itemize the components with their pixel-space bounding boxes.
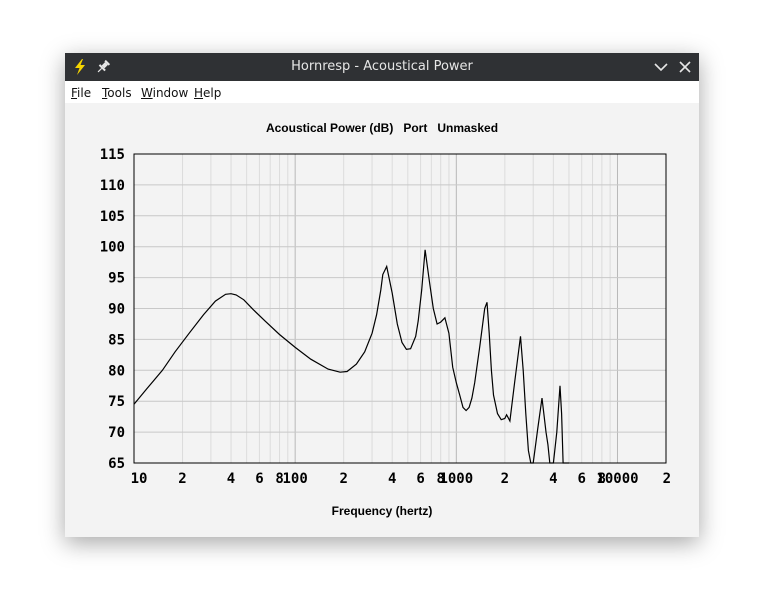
- x-tick-label: 2: [501, 471, 509, 487]
- x-tick-label: 2: [663, 471, 671, 487]
- x-tick-label: 1000: [439, 471, 473, 487]
- menu-tools[interactable]: Tools: [102, 86, 132, 100]
- pin-icon[interactable]: [94, 58, 112, 76]
- series-line: [133, 249, 569, 464]
- plot-frame: [133, 153, 667, 464]
- chevron-down-icon[interactable]: [652, 58, 670, 76]
- x-tick-label: 8: [436, 471, 444, 487]
- x-tick-label: 6: [416, 471, 424, 487]
- x-tick-label: 2: [339, 471, 347, 487]
- y-tick-label: 65: [108, 456, 125, 472]
- x-tick-label: 2: [178, 471, 186, 487]
- y-tick-label: 95: [108, 271, 125, 287]
- y-tick-label: 115: [100, 147, 125, 163]
- close-icon[interactable]: [676, 58, 694, 76]
- title-bar[interactable]: Hornresp - Acoustical Power: [65, 53, 699, 81]
- x-tick-label: 10: [131, 471, 148, 487]
- y-tick-label: 105: [100, 209, 125, 225]
- x-tick-label: 4: [388, 471, 396, 487]
- window-title: Hornresp - Acoustical Power: [291, 59, 473, 74]
- menu-window[interactable]: Window: [141, 86, 189, 100]
- y-tick-label: 70: [108, 425, 125, 441]
- y-tick-label: 80: [108, 363, 125, 379]
- menu-help[interactable]: Help: [194, 86, 222, 100]
- y-tick-label: 85: [108, 332, 125, 348]
- app-window: Hornresp - Acoustical Power File Tools W…: [65, 53, 699, 537]
- x-axis-label: Frequency (hertz): [332, 504, 433, 518]
- menu-file[interactable]: File: [71, 86, 92, 100]
- y-tick-label: 75: [108, 394, 125, 410]
- y-tick-label: 100: [100, 240, 125, 256]
- x-tick-label: 6: [255, 471, 263, 487]
- x-tick-label: 4: [549, 471, 557, 487]
- x-tick-label: 8: [275, 471, 283, 487]
- x-tick-label: 6: [578, 471, 586, 487]
- lightning-icon[interactable]: [71, 58, 89, 76]
- y-tick-labels: 115 110 105 100 95 90 85 80 75 70 65: [100, 147, 125, 472]
- x-tick-label: 10000: [596, 471, 638, 487]
- x-tick-label: 100: [283, 471, 308, 487]
- x-tick-label: 8: [598, 471, 606, 487]
- y-tick-label: 110: [100, 178, 125, 194]
- y-tick-label: 90: [108, 302, 125, 318]
- menu-bar: File Tools Window Help: [65, 81, 699, 103]
- grid: [134, 154, 666, 463]
- acoustical-power-chart: Acoustical Power (dB) Port Unmasked 1151…: [100, 121, 671, 518]
- chart-title: Acoustical Power (dB) Port Unmasked: [266, 121, 498, 135]
- x-tick-label: 4: [227, 471, 235, 487]
